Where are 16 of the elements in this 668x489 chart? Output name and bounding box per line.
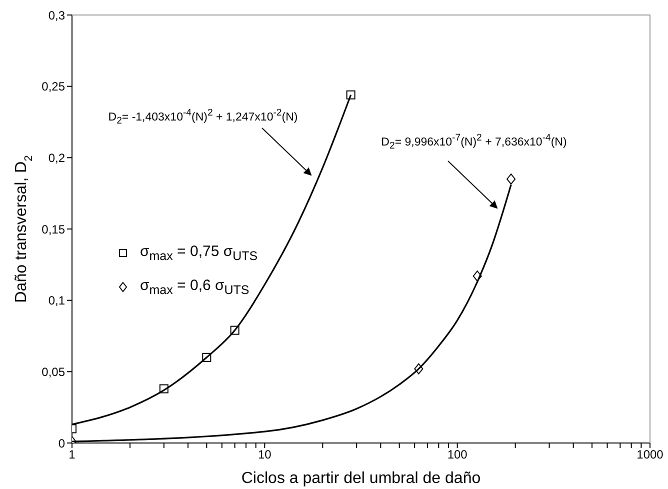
x-tick-label: 1 — [68, 448, 76, 462]
y-tick-label: 0,1 — [48, 294, 66, 308]
y-tick-label: 0,2 — [48, 150, 66, 165]
y-tick-label: 0,3 — [48, 8, 66, 22]
x-axis-title: Ciclos a partir del umbral de daño — [241, 470, 481, 487]
y-tick-label: 0 — [58, 436, 66, 450]
y-tick-label: 0,15 — [42, 222, 66, 236]
text: D$_{2}$= 9,996x10$^{-7}$(N)$^{2}$ + 7,636x10$^{-4}$(N) — [381, 132, 567, 152]
legend-label: σ$_{max}$ = 0,75 σ$_{UTS}$ — [140, 243, 258, 263]
x-tick-label: 1000 — [636, 448, 664, 462]
x-tick-label: 100 — [447, 448, 468, 462]
y-tick-label: 0,05 — [42, 364, 66, 379]
legend-label: σ$_{max}$ = 0,6 σ$_{UTS}$ — [140, 277, 250, 297]
text: D$_{2}$= -1,403x10$^{-4}$(N)$^{2}$ + 1,247x10$^{-2}$(N) — [108, 107, 298, 127]
y-tick-label: 0,25 — [42, 80, 66, 94]
x-tick-label: 10 — [258, 448, 272, 462]
